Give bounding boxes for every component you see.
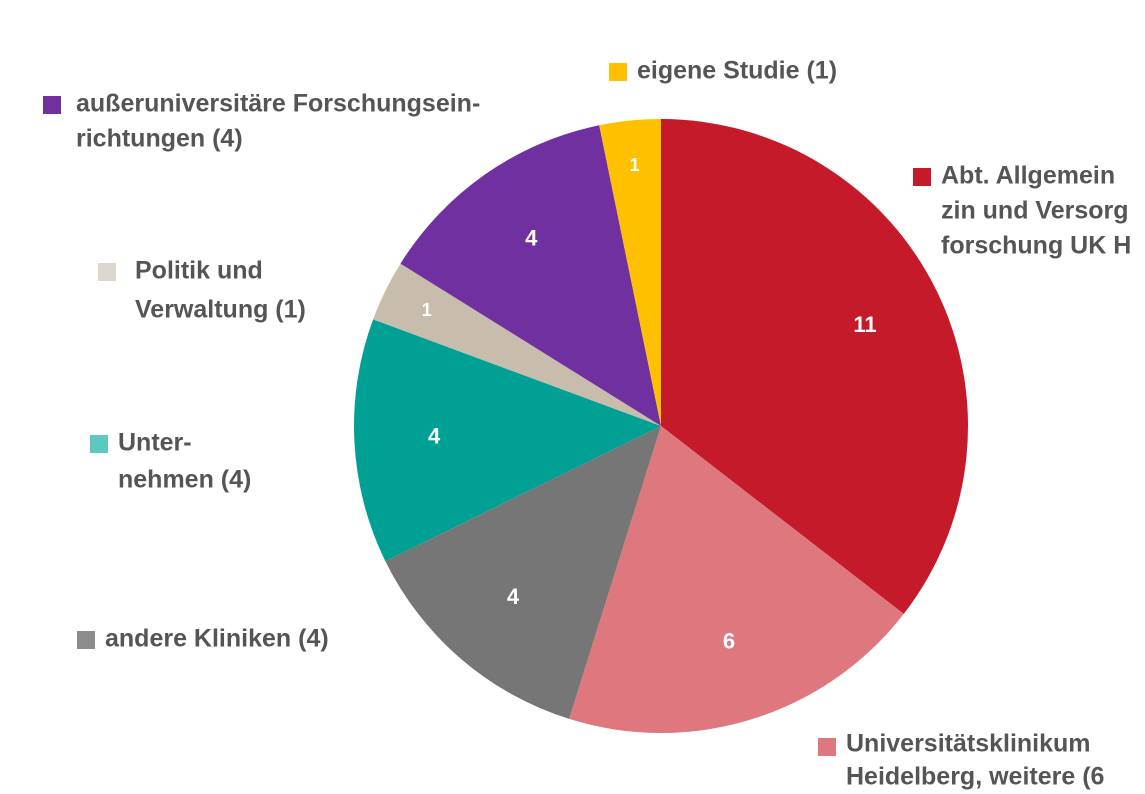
slice-label: 4 — [525, 225, 538, 250]
pie-slice — [599, 119, 661, 426]
slice-label: 4 — [507, 584, 520, 609]
pie-slice — [373, 263, 661, 426]
pie-slice — [661, 119, 968, 614]
slice-label: 11 — [853, 312, 876, 337]
legend-label: eigene Studie (1) — [637, 57, 837, 85]
pie-slice — [385, 426, 661, 719]
legend-label: Politik und — [135, 257, 263, 285]
legend-label: andere Kliniken (4) — [105, 625, 329, 653]
pie-slice — [400, 125, 661, 427]
legend-swatch — [90, 435, 108, 453]
legend-label: Abt. Allgemein — [941, 162, 1115, 190]
slice-label: 1 — [630, 155, 640, 175]
legend-label: nehmen (4) — [118, 466, 251, 494]
legend-label: Heidelberg, weitere (6 — [846, 763, 1104, 791]
slice-label: 6 — [723, 629, 735, 654]
legend-label: Universitätsklinikum — [846, 730, 1091, 758]
legend-swatch — [77, 631, 95, 649]
legend-swatch — [43, 96, 61, 114]
legend-label: Verwaltung (1) — [135, 296, 306, 324]
pie-slice — [569, 426, 904, 733]
legend-swatch — [913, 168, 931, 186]
legend-swatch — [609, 63, 627, 81]
legend-label: Unter- — [118, 429, 192, 457]
legend-label: außeruniversitäre Forschungsein- — [76, 90, 480, 118]
legend-swatch — [818, 738, 836, 756]
legend-label: zin und Versorg — [941, 197, 1129, 225]
slice-label: 4 — [428, 423, 441, 448]
legend-label: forschung UK H — [941, 232, 1131, 260]
slice-label: 1 — [422, 300, 432, 320]
pie-slice — [354, 319, 661, 562]
legend-swatch — [98, 263, 116, 281]
legend-label: richtungen (4) — [76, 125, 243, 153]
